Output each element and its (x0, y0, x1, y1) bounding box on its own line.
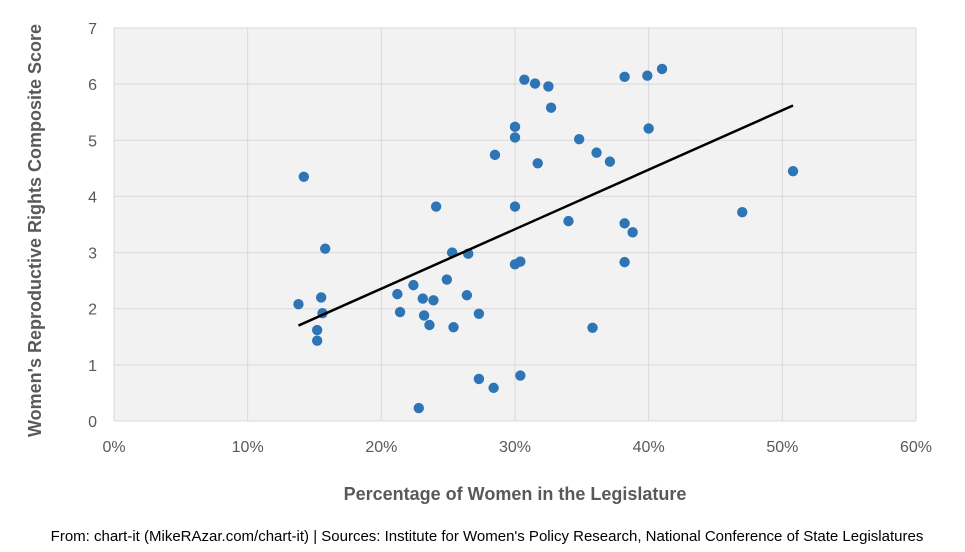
data-point (545, 102, 557, 113)
data-point (656, 63, 668, 75)
data-point (529, 78, 541, 89)
data-point (473, 373, 485, 385)
data-point (417, 293, 428, 304)
x-axis-ticks: 0% 10% 20% 30% 40% 50% 60% (102, 439, 932, 456)
data-point (519, 74, 530, 85)
data-point (573, 133, 585, 145)
data-point (488, 382, 499, 394)
data-point (587, 322, 598, 334)
x-tick-label: 30% (499, 439, 531, 456)
data-point (311, 324, 323, 336)
data-point (392, 288, 403, 300)
data-point (604, 156, 616, 167)
source-note: From: chart-it (MikeRAzar.com/chart-it) … (51, 528, 924, 545)
data-point (298, 171, 310, 182)
y-tick-label: 6 (88, 77, 97, 94)
data-point (563, 215, 574, 227)
data-point (293, 299, 304, 310)
x-tick-label: 0% (102, 439, 125, 456)
data-point (619, 71, 630, 83)
y-tick-label: 2 (88, 302, 97, 319)
data-point (509, 201, 521, 212)
data-point (418, 310, 430, 321)
data-point (737, 206, 748, 218)
data-point (424, 319, 435, 331)
data-point (643, 123, 654, 134)
data-point (509, 121, 521, 133)
y-tick-label: 3 (88, 246, 97, 263)
x-tick-label: 20% (365, 439, 397, 456)
data-point (627, 227, 638, 238)
data-point (394, 306, 406, 318)
data-point (319, 243, 331, 254)
y-axis-title: Women's Reproductive Rights Composite Sc… (25, 24, 45, 437)
trendline (297, 104, 794, 327)
data-point (543, 81, 554, 92)
y-tick-label: 5 (88, 133, 97, 150)
data-point (642, 70, 653, 81)
data-point (619, 218, 630, 229)
data-point (315, 292, 327, 303)
data-point (489, 149, 501, 161)
data-point (441, 274, 453, 285)
data-point (461, 290, 473, 301)
data-point (430, 201, 442, 212)
data-point (428, 295, 439, 306)
data-point (532, 158, 543, 169)
gridlines (113, 27, 917, 422)
data-point (619, 256, 630, 268)
data-point (509, 132, 521, 143)
data-point (408, 279, 419, 291)
data-points (293, 63, 799, 414)
y-tick-label: 1 (88, 358, 97, 375)
y-tick-label: 7 (88, 21, 97, 38)
x-tick-label: 60% (900, 439, 932, 456)
data-point (515, 370, 526, 381)
data-point (591, 147, 602, 158)
data-point (413, 402, 424, 414)
data-point (448, 322, 459, 333)
x-tick-label: 50% (766, 439, 798, 456)
data-point (473, 308, 485, 319)
data-point (515, 256, 526, 267)
x-axis-title: Percentage of Women in the Legislature (344, 484, 687, 504)
data-point (311, 335, 323, 346)
x-tick-label: 10% (232, 439, 264, 456)
y-axis-ticks: 0 1 2 3 4 5 6 7 (88, 21, 97, 431)
x-tick-label: 40% (633, 439, 665, 456)
y-tick-label: 0 (88, 414, 97, 431)
y-tick-label: 4 (88, 189, 97, 206)
data-point (787, 165, 799, 177)
